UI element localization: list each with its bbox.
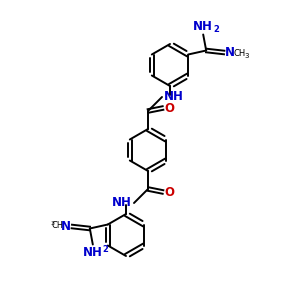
Text: 2: 2 — [103, 245, 109, 254]
Text: C: C — [52, 221, 58, 230]
Text: 2: 2 — [213, 25, 219, 34]
Text: N: N — [225, 46, 235, 59]
Text: CH: CH — [233, 49, 245, 58]
Text: O: O — [164, 101, 174, 115]
Text: NH: NH — [112, 196, 132, 209]
Text: NH: NH — [83, 245, 103, 259]
Text: NH: NH — [164, 91, 184, 103]
Text: NH: NH — [193, 20, 213, 34]
Text: 3: 3 — [244, 52, 249, 59]
Text: 3: 3 — [51, 221, 55, 226]
Text: N: N — [61, 220, 71, 233]
Text: O: O — [164, 185, 174, 199]
Text: H: H — [56, 221, 62, 230]
